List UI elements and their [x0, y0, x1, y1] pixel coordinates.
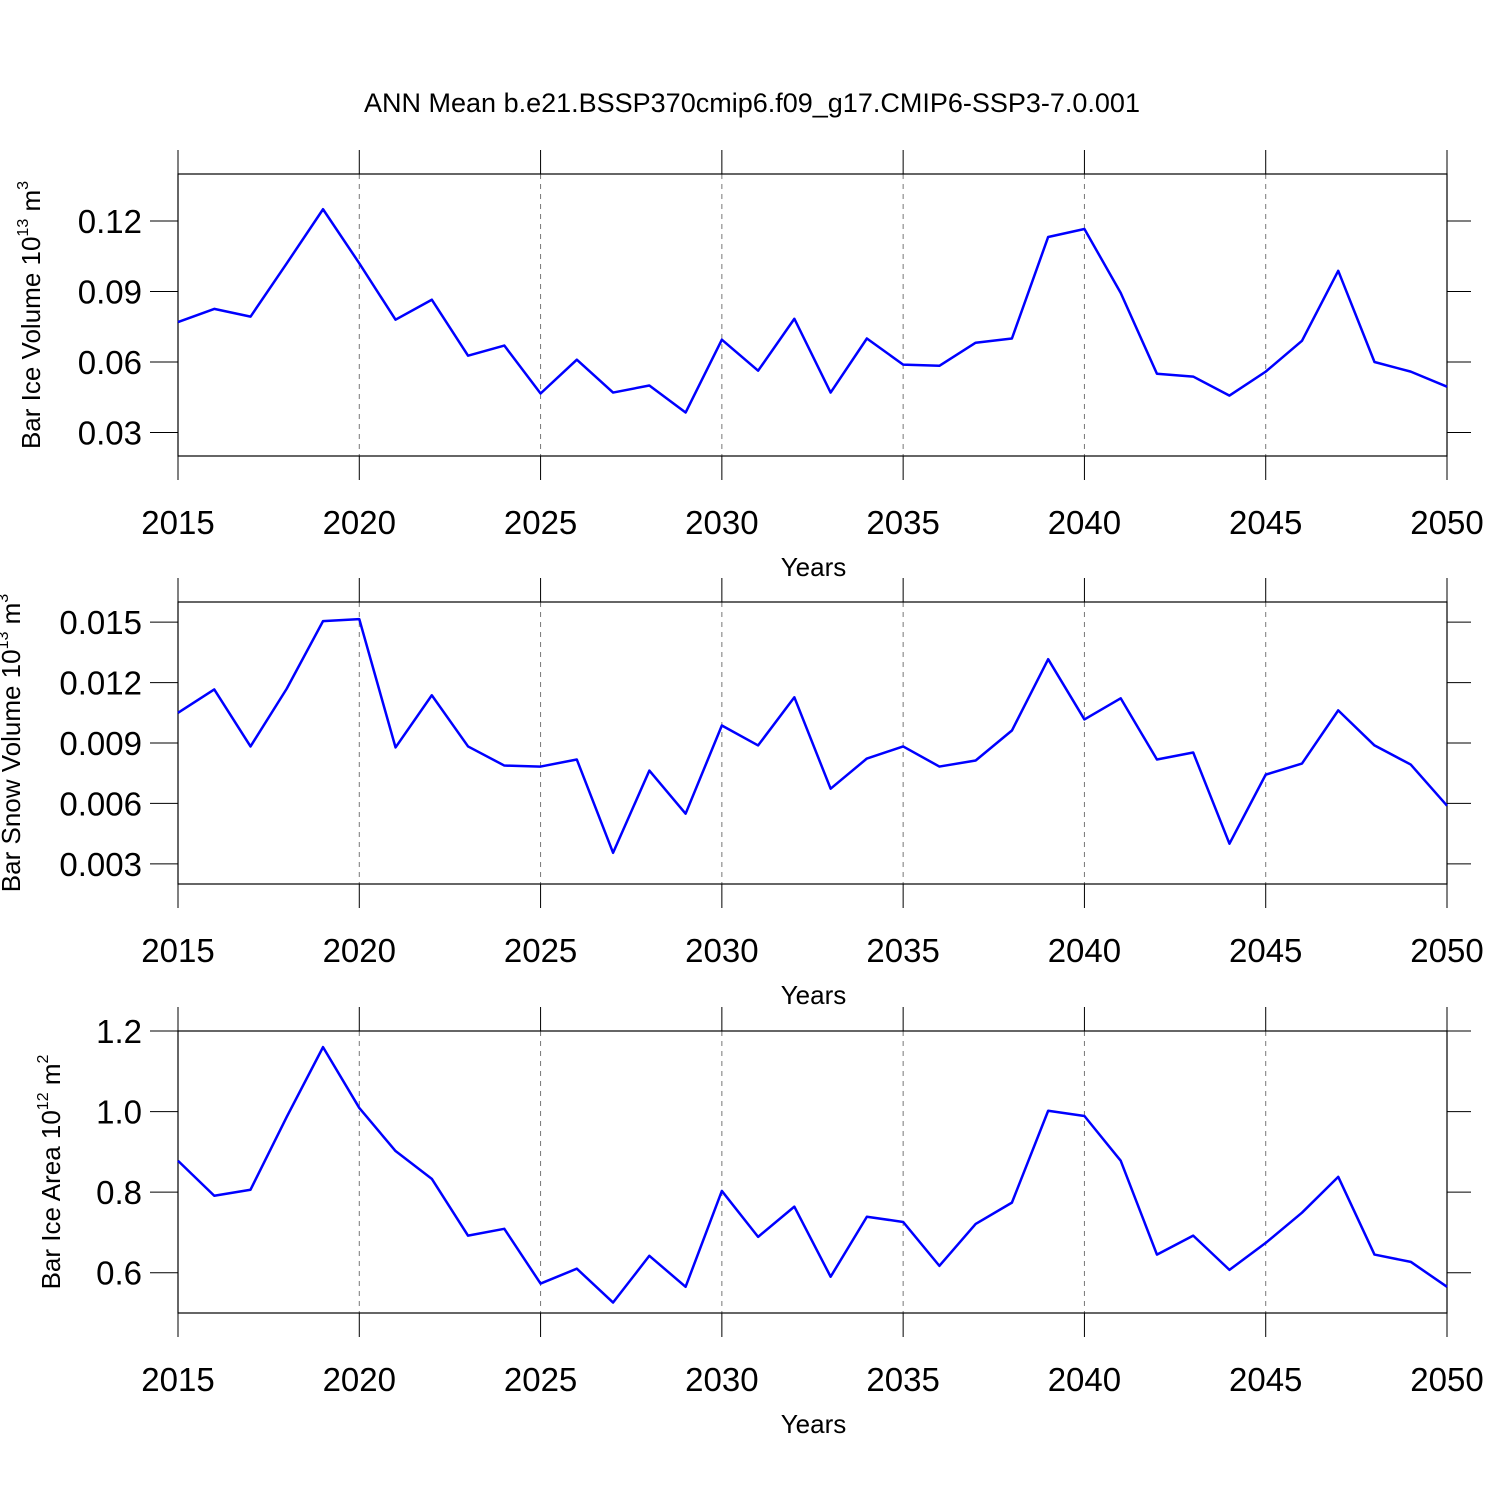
- y-axis-title-part: Bar Ice Area 10: [36, 1110, 66, 1289]
- x-tick-label: 2050: [1410, 504, 1483, 541]
- x-tick-label: 2025: [504, 504, 577, 541]
- x-tick-label: 2045: [1229, 932, 1302, 969]
- y-tick-label: 0.012: [59, 665, 142, 702]
- x-tick-label: 2025: [504, 1361, 577, 1398]
- x-tick-label: 2020: [323, 504, 396, 541]
- chart-title: ANN Mean b.e21.BSSP370cmip6.f09_g17.CMIP…: [364, 88, 1140, 118]
- x-axis-title: Years: [781, 980, 847, 1010]
- x-tick-label: 2015: [141, 504, 214, 541]
- x-tick-label: 2030: [685, 1361, 758, 1398]
- y-axis-title-exponent: 13: [0, 631, 12, 649]
- y-axis-title-part: m: [0, 603, 26, 632]
- plot-frame: [177, 601, 1448, 885]
- y-axis-title-part: Bar Snow Volume 10: [0, 649, 26, 892]
- y-tick-label: 0.09: [78, 274, 142, 311]
- x-tick-label: 2040: [1048, 1361, 1121, 1398]
- x-tick-label: 2035: [866, 504, 939, 541]
- x-tick-label: 2045: [1229, 504, 1302, 541]
- x-tick-label: 2015: [141, 932, 214, 969]
- y-tick-label: 0.12: [78, 203, 142, 240]
- y-tick-label: 0.003: [59, 846, 142, 883]
- y-tick-label: 0.009: [59, 725, 142, 762]
- x-tick-label: 2030: [685, 504, 758, 541]
- y-tick-label: 1.2: [96, 1013, 142, 1050]
- x-tick-label: 2035: [866, 932, 939, 969]
- y-axis-title: Bar Snow Volume 1013 m3: [0, 594, 26, 893]
- y-tick-label: 0.6: [96, 1255, 142, 1292]
- x-tick-label: 2015: [141, 1361, 214, 1398]
- plot-frame: [177, 173, 1448, 457]
- x-tick-label: 2025: [504, 932, 577, 969]
- x-tick-label: 2050: [1410, 1361, 1483, 1398]
- x-tick-label: 2020: [323, 1361, 396, 1398]
- y-axis-title-exponent: 13: [15, 219, 32, 237]
- x-axis-title: Years: [781, 1409, 847, 1439]
- x-tick-label: 2035: [866, 1361, 939, 1398]
- y-axis-title-exponent: 12: [35, 1092, 52, 1110]
- y-axis-title: Bar Ice Volume 1013 m3: [15, 181, 46, 449]
- x-tick-label: 2040: [1048, 504, 1121, 541]
- y-tick-label: 0.015: [59, 604, 142, 641]
- data-line: [177, 208, 1448, 414]
- y-tick-label: 0.8: [96, 1174, 142, 1211]
- x-tick-label: 2030: [685, 932, 758, 969]
- x-tick-label: 2050: [1410, 932, 1483, 969]
- y-axis-title-part: Bar Ice Volume 10: [16, 237, 46, 449]
- y-axis-title-part: m: [36, 1063, 66, 1092]
- y-tick-label: 0.06: [78, 344, 142, 381]
- y-tick-label: 1.0: [96, 1094, 142, 1131]
- data-line: [177, 1045, 1448, 1304]
- x-tick-label: 2020: [323, 932, 396, 969]
- y-tick-label: 0.03: [78, 415, 142, 452]
- y-axis-title-part: m: [16, 190, 46, 219]
- x-axis-title: Years: [781, 552, 847, 582]
- y-axis-title-exponent: 3: [0, 594, 12, 603]
- data-line: [177, 617, 1448, 855]
- plot-frame: [177, 1030, 1448, 1314]
- y-tick-label: 0.006: [59, 785, 142, 822]
- y-axis-title: Bar Ice Area 1012 m2: [35, 1054, 66, 1289]
- y-axis-title-exponent: 2: [35, 1054, 52, 1063]
- x-tick-label: 2045: [1229, 1361, 1302, 1398]
- y-axis-title-exponent: 3: [15, 181, 32, 190]
- x-tick-label: 2040: [1048, 932, 1121, 969]
